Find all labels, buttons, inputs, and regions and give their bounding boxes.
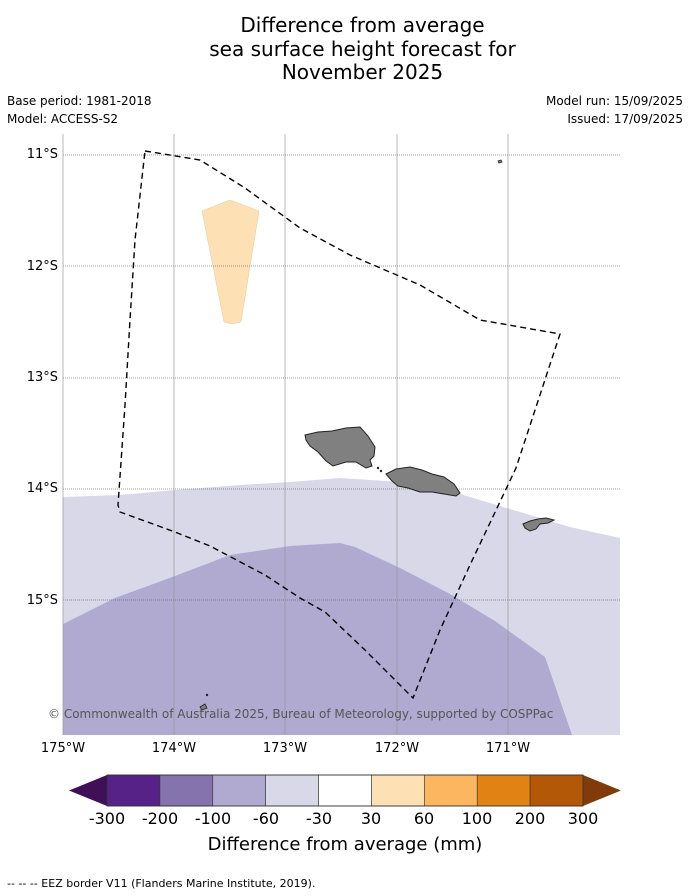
map-title: Difference from average sea surface heig… — [0, 13, 690, 85]
cb-tick-0: -300 — [88, 809, 126, 828]
lon-label-173w: 173°W — [262, 741, 308, 756]
copyright-text: © Commonwealth of Australia 2025, Bureau… — [48, 707, 554, 721]
colorbar-segment — [318, 774, 372, 807]
model-text: Model: ACCESS-S2 — [7, 112, 119, 126]
lat-label-13s: 13°S — [26, 370, 58, 385]
lon-label-175w: 175°W — [40, 741, 86, 756]
colorbar-frame — [106, 774, 584, 807]
cb-tick-4: -30 — [305, 809, 333, 828]
lon-label-171w: 171°W — [485, 741, 531, 756]
cb-tick-2: -100 — [194, 809, 232, 828]
eez-border — [117, 150, 561, 700]
land-islet-manono — [379, 469, 383, 473]
lat-label-14s: 14°S — [26, 481, 58, 496]
model-run-text: Model run: 15/09/2025 — [545, 94, 683, 108]
cb-tick-3: -60 — [252, 809, 280, 828]
land-islet-south — [199, 703, 208, 711]
cb-tick-7: 100 — [461, 809, 493, 828]
cb-tick-5: 30 — [360, 809, 382, 828]
anomaly-patch-plus30 — [201, 199, 260, 325]
land-savaii — [304, 426, 376, 469]
colorbar-segment — [424, 774, 478, 807]
eez-legend-note: -- -- -- EEZ border V11 (Flanders Marine… — [7, 877, 316, 890]
colorbar-segment — [159, 774, 214, 807]
colorbar-segment — [476, 774, 531, 807]
title-line-3: November 2025 — [281, 60, 444, 84]
lon-label-174w: 174°W — [151, 741, 197, 756]
meta-left: Base period: 1981-2018 Model: ACCESS-S2 — [7, 94, 152, 130]
colorbar-segment — [265, 774, 319, 807]
meridians — [62, 134, 509, 735]
land-islet-apolima — [376, 466, 380, 470]
colorbar-title: Difference from average (mm) — [207, 834, 483, 855]
gridlines — [63, 154, 620, 601]
colorbar-segment — [212, 774, 266, 807]
lat-label-11s: 11°S — [26, 147, 58, 162]
lon-label-172w: 172°W — [374, 741, 420, 756]
colorbar-segment — [106, 774, 161, 807]
colorbar — [69, 774, 621, 807]
colorbar-segments — [106, 774, 584, 807]
colorbar-segment — [529, 774, 584, 807]
meta-right: Model run: 15/09/2025 Issued: 17/09/2025 — [546, 94, 683, 130]
cb-tick-9: 300 — [567, 809, 599, 828]
lat-label-12s: 12°S — [26, 259, 58, 274]
title-line-1: Difference from average — [240, 13, 485, 37]
title-line-2: sea surface height forecast for — [209, 36, 516, 61]
colorbar-segment — [371, 774, 425, 807]
land-tutuila — [522, 517, 556, 532]
anomaly-band-minus60 — [63, 543, 572, 735]
land-islet-rose — [205, 693, 209, 697]
cb-tick-6: 60 — [413, 809, 435, 828]
base-period-text: Base period: 1981-2018 — [7, 94, 152, 108]
cb-tick-1: -200 — [141, 809, 179, 828]
land-upolu — [385, 466, 461, 497]
colorbar-extend-low — [69, 775, 107, 806]
colorbar-extend-high — [583, 775, 621, 806]
cb-tick-8: 200 — [514, 809, 546, 828]
issued-text: Issued: 17/09/2025 — [567, 112, 683, 126]
lat-label-15s: 15°S — [26, 593, 58, 608]
land-islet-north — [497, 159, 503, 164]
